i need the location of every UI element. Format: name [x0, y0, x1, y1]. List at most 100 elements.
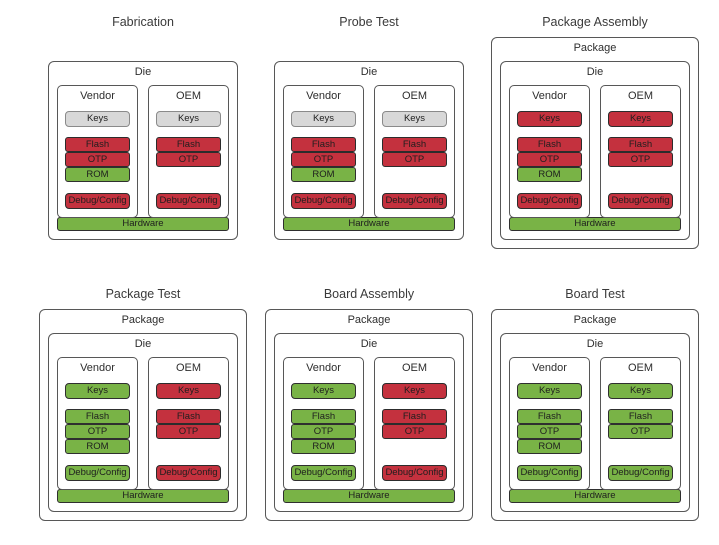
vendor-column: Vendor Keys Flash OTP ROM Debug/Config — [509, 85, 590, 218]
oem-label: OEM — [627, 362, 654, 374]
rom-box: ROM — [65, 167, 130, 182]
memory-group: Flash OTP ROM — [291, 137, 356, 182]
stage-title: Board Assembly — [323, 287, 415, 301]
flash-box: Flash — [65, 409, 130, 424]
oem-column: OEM Keys Flash OTP Debug/Config — [148, 85, 229, 218]
stage-fabrication: Fabrication Die Vendor Keys Flash OTP RO… — [30, 0, 256, 272]
otp-box: OTP — [156, 152, 221, 167]
columns-row: Vendor Keys Flash OTP ROM Debug/Config O… — [509, 85, 681, 218]
flash-box: Flash — [156, 409, 221, 424]
oem-label: OEM — [175, 362, 202, 374]
oem-label: OEM — [627, 90, 654, 102]
hardware-bar: Hardware — [283, 489, 455, 503]
die-label: Die — [134, 338, 152, 350]
die-label: Die — [586, 338, 604, 350]
flash-box: Flash — [608, 409, 673, 424]
die-label: Die — [586, 66, 604, 78]
otp-box: OTP — [517, 424, 582, 439]
vendor-column: Vendor Keys Flash OTP ROM Debug/Config — [509, 357, 590, 490]
otp-box: OTP — [517, 152, 582, 167]
hardware-bar: Hardware — [283, 217, 455, 231]
die-label: Die — [134, 66, 152, 78]
flash-box: Flash — [517, 137, 582, 152]
keys-box: Keys — [517, 111, 582, 127]
stage-title: Package Assembly — [542, 15, 648, 29]
package-label: Package — [573, 42, 617, 54]
vendor-column: Vendor Keys Flash OTP ROM Debug/Config — [283, 85, 364, 218]
die-label: Die — [360, 338, 378, 350]
flash-box: Flash — [291, 409, 356, 424]
flash-box: Flash — [517, 409, 582, 424]
stage-title: Probe Test — [339, 15, 399, 29]
debug-config-box: Debug/Config — [291, 193, 356, 209]
memory-group: Flash OTP — [608, 409, 673, 454]
package-label: Package — [347, 314, 391, 326]
stage-probe-test: Probe Test Die Vendor Keys Flash OTP ROM… — [256, 0, 482, 272]
rom-box: ROM — [65, 439, 130, 454]
oem-column: OEM Keys Flash OTP Debug/Config — [374, 357, 455, 490]
die-box: Die Vendor Keys Flash OTP ROM Debug/Conf… — [500, 61, 690, 240]
oem-label: OEM — [175, 90, 202, 102]
columns-row: Vendor Keys Flash OTP ROM Debug/Config O… — [283, 357, 455, 490]
flash-box: Flash — [65, 137, 130, 152]
die-label: Die — [360, 66, 378, 78]
keys-box: Keys — [156, 383, 221, 399]
oem-label: OEM — [401, 90, 428, 102]
oem-column: OEM Keys Flash OTP Debug/Config — [374, 85, 455, 218]
debug-config-box: Debug/Config — [65, 465, 130, 481]
oem-column: OEM Keys Flash OTP Debug/Config — [600, 357, 681, 490]
oem-label: OEM — [401, 362, 428, 374]
memory-group: Flash OTP — [156, 409, 221, 454]
otp-box: OTP — [382, 152, 447, 167]
columns-row: Vendor Keys Flash OTP ROM Debug/Config O… — [509, 357, 681, 490]
memory-group: Flash OTP — [382, 409, 447, 454]
package-box: Package Die Vendor Keys Flash OTP ROM De… — [39, 309, 247, 521]
package-box: Package Die Vendor Keys Flash OTP ROM De… — [491, 37, 699, 249]
otp-box: OTP — [65, 152, 130, 167]
keys-box: Keys — [517, 383, 582, 399]
debug-config-box: Debug/Config — [608, 465, 673, 481]
hardware-bar: Hardware — [57, 489, 229, 503]
stage-title: Package Test — [105, 287, 181, 301]
debug-config-box: Debug/Config — [65, 193, 130, 209]
die-box: Die Vendor Keys Flash OTP ROM Debug/Conf… — [48, 61, 238, 240]
rom-placeholder — [382, 167, 447, 182]
keys-box: Keys — [65, 383, 130, 399]
die-box: Die Vendor Keys Flash OTP ROM Debug/Conf… — [274, 61, 464, 240]
keys-box: Keys — [608, 383, 673, 399]
die-box: Die Vendor Keys Flash OTP ROM Debug/Conf… — [48, 333, 238, 512]
memory-group: Flash OTP ROM — [65, 409, 130, 454]
flash-box: Flash — [156, 137, 221, 152]
otp-box: OTP — [65, 424, 130, 439]
keys-box: Keys — [156, 111, 221, 127]
die-box: Die Vendor Keys Flash OTP ROM Debug/Conf… — [500, 333, 690, 512]
rom-box: ROM — [291, 439, 356, 454]
memory-group: Flash OTP ROM — [291, 409, 356, 454]
oem-column: OEM Keys Flash OTP Debug/Config — [148, 357, 229, 490]
otp-box: OTP — [382, 424, 447, 439]
hardware-bar: Hardware — [509, 489, 681, 503]
stage-title: Board Test — [565, 287, 625, 301]
rom-placeholder — [608, 167, 673, 182]
oem-column: OEM Keys Flash OTP Debug/Config — [600, 85, 681, 218]
vendor-column: Vendor Keys Flash OTP ROM Debug/Config — [57, 357, 138, 490]
vendor-column: Vendor Keys Flash OTP ROM Debug/Config — [283, 357, 364, 490]
debug-config-box: Debug/Config — [382, 465, 447, 481]
stage-package-test: Package Test Package Die Vendor Keys Fla… — [30, 272, 256, 545]
stage-board-assembly: Board Assembly Package Die Vendor Keys F… — [256, 272, 482, 545]
debug-config-box: Debug/Config — [156, 193, 221, 209]
keys-box: Keys — [382, 383, 447, 399]
flash-box: Flash — [382, 137, 447, 152]
otp-box: OTP — [608, 152, 673, 167]
vendor-label: Vendor — [306, 90, 341, 102]
stage-title: Fabrication — [112, 15, 174, 29]
vendor-label: Vendor — [532, 362, 567, 374]
memory-group: Flash OTP ROM — [517, 137, 582, 182]
hardware-bar: Hardware — [57, 217, 229, 231]
die-box: Die Vendor Keys Flash OTP ROM Debug/Conf… — [274, 333, 464, 512]
package-label: Package — [121, 314, 165, 326]
memory-group: Flash OTP ROM — [517, 409, 582, 454]
vendor-label: Vendor — [80, 362, 115, 374]
rom-box: ROM — [291, 167, 356, 182]
